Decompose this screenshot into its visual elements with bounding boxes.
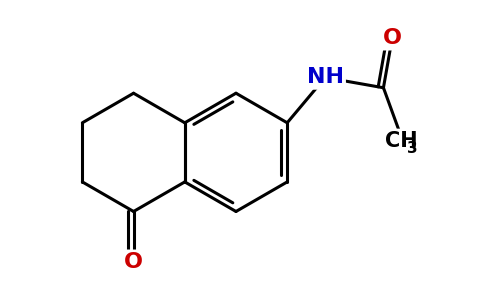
Text: CH: CH (385, 131, 418, 151)
Text: O: O (383, 28, 402, 48)
Text: O: O (124, 252, 143, 272)
Text: 3: 3 (407, 141, 418, 156)
Text: NH: NH (307, 68, 344, 88)
